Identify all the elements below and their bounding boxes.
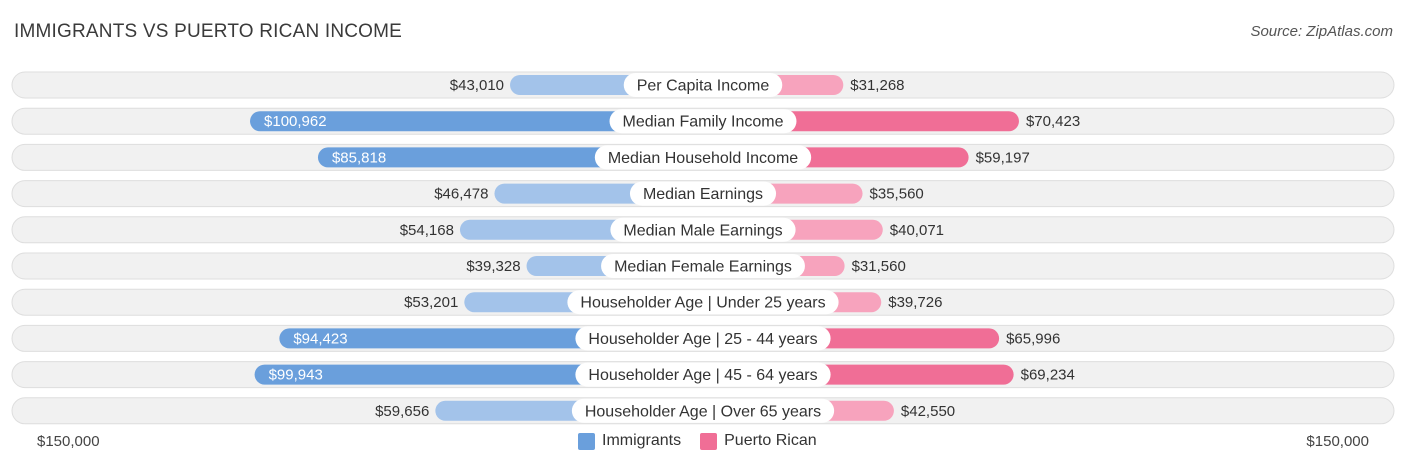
value-label-puerto-rican: $69,234 <box>1021 367 1075 384</box>
legend-label-immigrants: Immigrants <box>602 432 682 449</box>
category-label: Householder Age | 45 - 64 years <box>588 367 817 384</box>
category-label-pill <box>601 254 805 278</box>
legend-item-immigrants: Immigrants <box>578 432 681 450</box>
category-label: Median Family Income <box>623 114 784 131</box>
value-label-puerto-rican: $31,268 <box>850 77 904 94</box>
category-label: Householder Age | Over 65 years <box>585 403 821 420</box>
category-label-pill <box>629 181 777 206</box>
value-label-puerto-rican: $65,996 <box>1006 330 1060 347</box>
legend-swatch-immigrants <box>578 432 595 450</box>
category-label-pill <box>575 326 831 351</box>
category-label-pill <box>609 109 797 134</box>
value-label-immigrants: $94,423 <box>293 330 347 347</box>
category-label: Median Earnings <box>643 186 763 203</box>
chart-legend: Immigrants Puerto Rican <box>578 432 836 450</box>
chart-source: Source: ZipAtlas.com <box>1250 23 1393 40</box>
value-label-puerto-rican: $35,560 <box>870 186 924 203</box>
value-label-immigrants: $53,201 <box>404 294 458 311</box>
legend-swatch-puerto-rican <box>700 432 718 450</box>
axis-label-right: $150,000 <box>1306 433 1369 450</box>
chart-title: IMMIGRANTS VS PUERTO RICAN INCOME <box>14 21 403 42</box>
bar-immigrants <box>250 111 704 132</box>
legend-label-puerto-rican: Puerto Rican <box>724 432 817 449</box>
category-label: Householder Age | Under 25 years <box>580 295 825 312</box>
category-label: Householder Age | 25 - 44 years <box>588 331 817 348</box>
legend-item-puerto-rican: Puerto Rican <box>700 432 817 450</box>
value-label-immigrants: $99,943 <box>269 367 323 384</box>
category-label-pill <box>575 362 831 387</box>
value-label-puerto-rican: $31,560 <box>852 258 906 275</box>
value-label-immigrants: $43,010 <box>450 77 504 94</box>
value-label-immigrants: $46,478 <box>434 186 488 203</box>
value-label-immigrants: $100,962 <box>264 113 327 130</box>
value-label-immigrants: $39,328 <box>466 258 520 275</box>
category-label: Median Female Earnings <box>614 259 792 276</box>
diverging-bar-chart: Per Capita Income $43,010 $31,268 Median Fa… <box>11 71 1395 425</box>
value-label-immigrants: $85,818 <box>332 149 386 166</box>
category-label: Median Male Earnings <box>623 222 782 239</box>
value-label-puerto-rican: $42,550 <box>901 403 955 420</box>
category-label: Per Capita Income <box>637 78 770 95</box>
value-label-immigrants: $54,168 <box>400 222 454 239</box>
category-label-pill <box>623 73 783 97</box>
axis-label-left: $150,000 <box>37 433 100 450</box>
value-label-puerto-rican: $70,423 <box>1026 113 1080 130</box>
category-label: Median Household Income <box>608 150 798 167</box>
value-label-puerto-rican: $59,197 <box>976 149 1030 166</box>
category-label-pill <box>594 145 812 170</box>
value-label-puerto-rican: $39,726 <box>888 294 942 311</box>
value-label-puerto-rican: $40,071 <box>890 222 944 239</box>
category-label-pill <box>567 290 839 315</box>
category-label-pill <box>610 217 796 242</box>
value-label-immigrants: $59,656 <box>375 403 429 420</box>
category-label-pill <box>571 398 835 423</box>
